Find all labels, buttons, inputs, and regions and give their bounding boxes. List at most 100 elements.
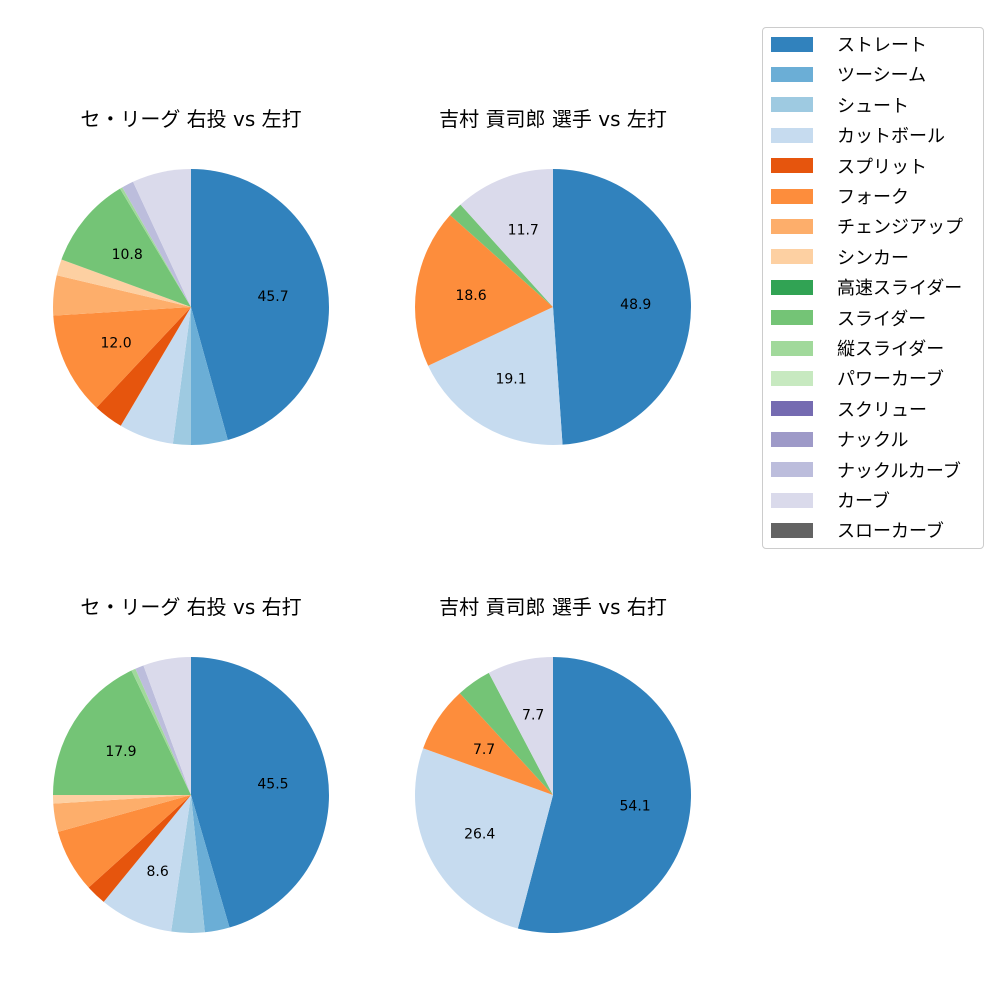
legend-label: ストレート (837, 35, 927, 56)
legend-label: パワーカーブ (837, 369, 944, 391)
pie-slice (488, 657, 553, 795)
pie-slice (171, 795, 205, 933)
pie-panel-yoshimura-vs-lhb: 吉村 貢司郎 選手 vs 左打 48.9 19.1 18.6 11.7 (403, 100, 703, 460)
pie-slice (56, 259, 192, 307)
slice-value-label: 45.7 (257, 289, 288, 305)
legend-item: ストレート (771, 31, 927, 57)
legend-swatch (771, 158, 813, 174)
pie-slice (120, 307, 191, 444)
legend-label: 縦スライダー (837, 339, 945, 360)
legend-item: スクリュー (771, 396, 927, 422)
pie-slice (103, 795, 191, 932)
pie-slice (143, 657, 191, 795)
pie-slice (450, 204, 553, 307)
pie-slice (415, 215, 553, 366)
legend-item: パワーカーブ (771, 365, 944, 391)
legend-swatch (771, 66, 813, 82)
pie-slice (460, 169, 553, 307)
pie-slice (53, 795, 191, 804)
legend-item: フォーク (771, 183, 909, 209)
legend-item: シンカー (771, 244, 909, 270)
legend-swatch (771, 97, 813, 113)
legend-item: ツーシーム (771, 61, 926, 87)
pie-slice (53, 307, 192, 408)
legend-label: ツーシーム (837, 65, 927, 87)
legend-label: ナックル (837, 430, 909, 452)
pie-slice (131, 668, 191, 795)
legend-swatch (771, 249, 813, 265)
legend-swatch (771, 431, 813, 447)
legend-label: シンカー (837, 247, 909, 269)
legend-item: 高速スライダー (771, 274, 962, 300)
pie-slice (53, 670, 191, 795)
pie-slice (191, 169, 329, 440)
pie-slice (191, 657, 330, 928)
legend-item: ナックルカーブ (771, 457, 961, 483)
legend-label: スライダー (837, 308, 927, 330)
pie-chart: 48.9 19.1 18.6 11.7 (415, 169, 692, 446)
slice-value-label: 45.5 (257, 776, 288, 792)
legend-label: スローカーブ (837, 521, 944, 543)
pie-slice (58, 795, 191, 888)
legend-label: シュート (837, 95, 909, 117)
legend-item: カットボール (771, 122, 945, 148)
legend-swatch (771, 370, 813, 386)
pie-slice (172, 307, 191, 445)
slice-value-label: 54.1 (620, 799, 651, 815)
legend-swatch (771, 310, 813, 326)
pie-slice (414, 748, 553, 929)
pie-slice (191, 307, 228, 445)
pie-slice (122, 181, 191, 307)
slice-value-label: 18.6 (455, 288, 486, 304)
legend-swatch (771, 462, 813, 478)
pie-slice (120, 187, 191, 307)
slice-value-label: 12.0 (100, 335, 131, 351)
legend-swatch (771, 127, 813, 143)
legend-swatch (771, 401, 813, 417)
legend-label: フォーク (837, 187, 909, 208)
legend-label: スクリュー (837, 399, 927, 421)
slice-value-label: 11.7 (508, 223, 539, 239)
pie-slice (423, 693, 553, 795)
legend-item: シュート (771, 92, 909, 118)
legend-label: カットボール (837, 126, 945, 148)
slice-value-label: 48.9 (620, 297, 651, 313)
slice-value-label: 17.9 (105, 744, 136, 760)
pie-slice (459, 672, 553, 795)
legend-label: チェンジアップ (837, 217, 963, 239)
legend-item: スローカーブ (771, 517, 944, 543)
slice-value-label: 7.7 (522, 708, 544, 724)
legend-swatch (771, 522, 813, 538)
legend-item: チェンジアップ (771, 213, 963, 239)
legend-swatch (771, 188, 813, 204)
slice-value-label: 10.8 (112, 247, 143, 263)
legend-item: カーブ (771, 487, 890, 513)
legend-item: スライダー (771, 305, 926, 331)
pie-slice (96, 307, 191, 426)
pie-slice (53, 275, 191, 316)
legend-item: 縦スライダー (771, 335, 944, 361)
slice-value-label: 8.6 (147, 864, 169, 880)
chart-title: 吉村 貢司郎 選手 vs 左打 (439, 107, 667, 131)
pie-panel-league-rhp-vs-rhb: セ・リーグ 右投 vs 右打 45.5 8.6 17.9 (41, 588, 341, 948)
pie-slice (133, 169, 191, 307)
legend-label: カーブ (837, 491, 890, 512)
legend-label: ナックルカーブ (837, 460, 961, 482)
pie-slice (191, 795, 230, 933)
chart-title: 吉村 貢司郎 選手 vs 右打 (439, 595, 667, 619)
legend-swatch (771, 36, 813, 52)
pie-slice (517, 657, 691, 933)
pie-slice (88, 795, 191, 902)
chart-legend: ストレートツーシームシュートカットボール スプリットフォークチェンジアップ シンカー… (762, 27, 984, 549)
legend-item: スプリット (771, 153, 927, 179)
pie-slice (61, 188, 191, 307)
pie-slice (428, 307, 563, 446)
legend-swatch (771, 279, 813, 295)
pie-chart: 54.1 26.4 7.7 7.7 (414, 657, 691, 933)
pie-panel-yoshimura-vs-rhb: 吉村 貢司郎 選手 vs 右打 54.1 26.4 7.7 7.7 (403, 588, 703, 948)
slice-value-label: 26.4 (464, 827, 495, 843)
legend-swatch (771, 492, 813, 508)
legend-label: スプリット (837, 156, 927, 178)
legend-swatch (771, 218, 813, 234)
pie-chart: 45.5 8.6 17.9 (53, 657, 330, 933)
